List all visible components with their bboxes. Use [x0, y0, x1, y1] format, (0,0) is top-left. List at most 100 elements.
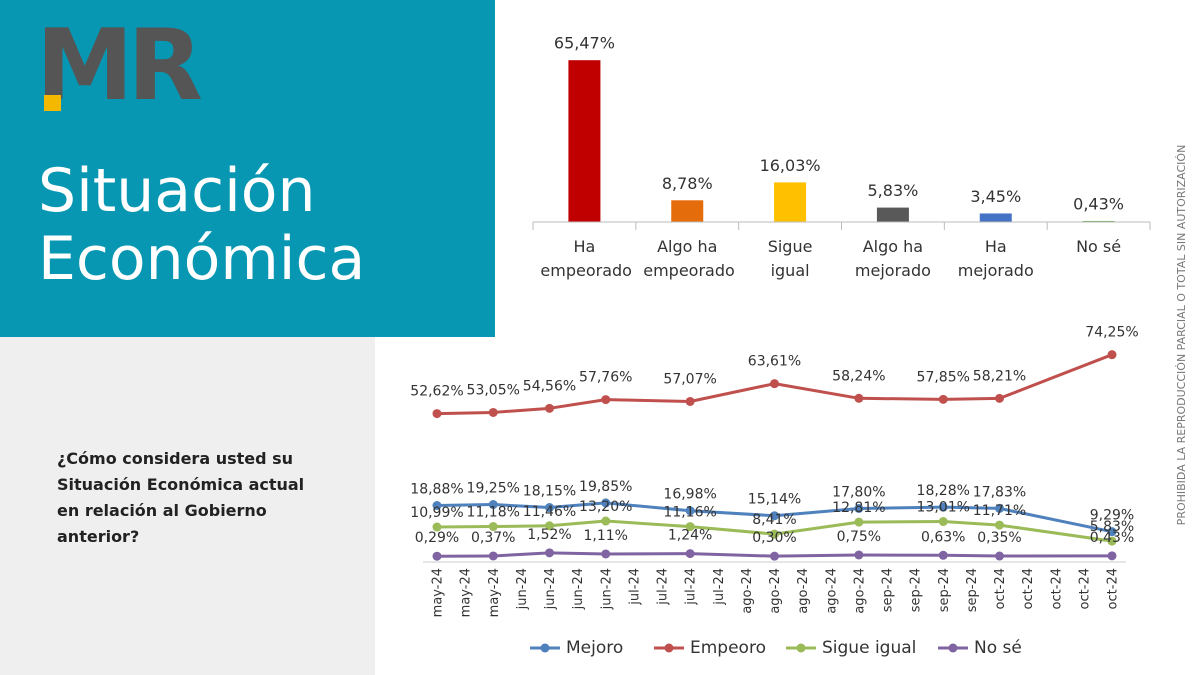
point — [488, 500, 498, 510]
legend-label: No sé — [974, 638, 1022, 658]
data-label: 9,29% — [1090, 508, 1134, 524]
line-segment — [943, 396, 1000, 401]
legend-marker — [796, 643, 806, 653]
x-tick-label: jul-24 — [684, 568, 699, 606]
point — [770, 379, 779, 389]
legend-label: Empeoro — [690, 638, 766, 658]
legend-label: Sigue igual — [822, 638, 916, 658]
data-label: 11,46% — [523, 504, 576, 520]
line-segment — [774, 507, 860, 518]
point — [432, 551, 442, 561]
point — [938, 502, 948, 512]
data-label: 58,21% — [973, 368, 1026, 384]
point — [601, 516, 611, 526]
data-label: 10,99% — [410, 505, 463, 521]
data-label: 8,78% — [662, 174, 713, 193]
x-tick-label: Algo ha empeorado — [643, 237, 735, 280]
question-panel — [0, 337, 375, 675]
x-tick-label: jun-24 — [599, 568, 614, 610]
x-tick-label: oct-24 — [1021, 568, 1036, 609]
line-segment — [858, 505, 944, 510]
notice: PROHIBIDA LA REPRODUCCIÓN PARCIAL O TOTA… — [1175, 145, 1188, 526]
data-label: 13,01% — [917, 500, 970, 516]
data-label: 0,29% — [415, 530, 459, 546]
point — [995, 551, 1004, 561]
line-segment — [690, 552, 775, 558]
line-segment — [943, 520, 1000, 527]
data-label: 1,52% — [527, 527, 571, 543]
data-label: 17,83% — [973, 484, 1026, 500]
title: Situación — [38, 156, 316, 226]
data-label: 18,28% — [917, 483, 970, 499]
data-label: 16,03% — [760, 156, 821, 175]
line-segment — [999, 523, 1113, 543]
line-segment — [689, 525, 775, 536]
bar — [774, 182, 807, 222]
point — [432, 409, 442, 419]
data-label: 63,61% — [748, 354, 801, 370]
data-label: 8,41% — [752, 512, 796, 528]
x-tick-label: Ha empeorado — [540, 237, 632, 280]
x-tick-label: oct-24 — [1106, 568, 1121, 609]
data-label: 17,80% — [832, 484, 885, 500]
legend-marker — [664, 643, 674, 653]
x-tick-label: may-24 — [487, 568, 502, 617]
line-segment — [493, 503, 550, 510]
data-label: 11,71% — [973, 503, 1026, 519]
x-tick-label: ago-24 — [824, 568, 839, 614]
point — [545, 521, 554, 531]
x-tick-label: sep-24 — [909, 568, 924, 612]
line-segment — [605, 519, 691, 529]
x-tick-label: may-24 — [459, 568, 474, 617]
point — [854, 393, 864, 403]
point — [938, 394, 948, 404]
data-label: 57,85% — [917, 369, 970, 385]
data-label: 19,85% — [579, 479, 632, 495]
line-segment — [549, 551, 606, 556]
point — [770, 529, 779, 539]
line-segment — [493, 406, 550, 414]
point — [685, 549, 695, 559]
legend-marker — [540, 643, 550, 653]
line-segment — [690, 509, 775, 518]
x-tick-label: Ha mejorado — [957, 237, 1034, 280]
x-tick-label: oct-24 — [993, 568, 1008, 609]
x-tick-label: sep-24 — [965, 568, 980, 612]
data-label: 53,05% — [467, 382, 520, 398]
data-label: 0,35% — [977, 530, 1021, 546]
legend-marker — [948, 643, 958, 653]
data-label: 58,24% — [832, 368, 885, 384]
bar — [876, 207, 909, 222]
point — [488, 407, 498, 417]
line-segment — [999, 506, 1113, 534]
data-label: 74,25% — [1085, 325, 1138, 341]
point — [685, 506, 695, 516]
x-tick-label: may-24 — [431, 568, 446, 617]
point — [770, 511, 779, 521]
bar — [671, 200, 704, 222]
point — [995, 393, 1004, 403]
point — [488, 551, 498, 561]
data-label: 65,47% — [554, 34, 615, 53]
line-segment — [436, 410, 494, 416]
data-label: 0,75% — [837, 529, 881, 545]
data-label: 0,37% — [471, 530, 515, 546]
data-label: 0,63% — [921, 529, 965, 545]
question: Situación Económica actual — [57, 475, 305, 494]
x-tick-label: oct-24 — [1049, 568, 1064, 609]
point — [432, 522, 442, 532]
line-segment — [774, 382, 860, 400]
line-segment — [549, 398, 606, 410]
question: ¿Cómo considera usted su — [57, 449, 294, 468]
data-label: 11,16% — [663, 505, 716, 521]
data-label: 0,43% — [1090, 530, 1134, 546]
line-segment — [436, 503, 494, 508]
line-segment — [605, 501, 691, 513]
point — [854, 517, 864, 527]
x-tick-label: oct-24 — [1077, 568, 1092, 609]
point — [601, 549, 611, 559]
point — [938, 517, 948, 527]
line-segment — [943, 505, 1000, 510]
